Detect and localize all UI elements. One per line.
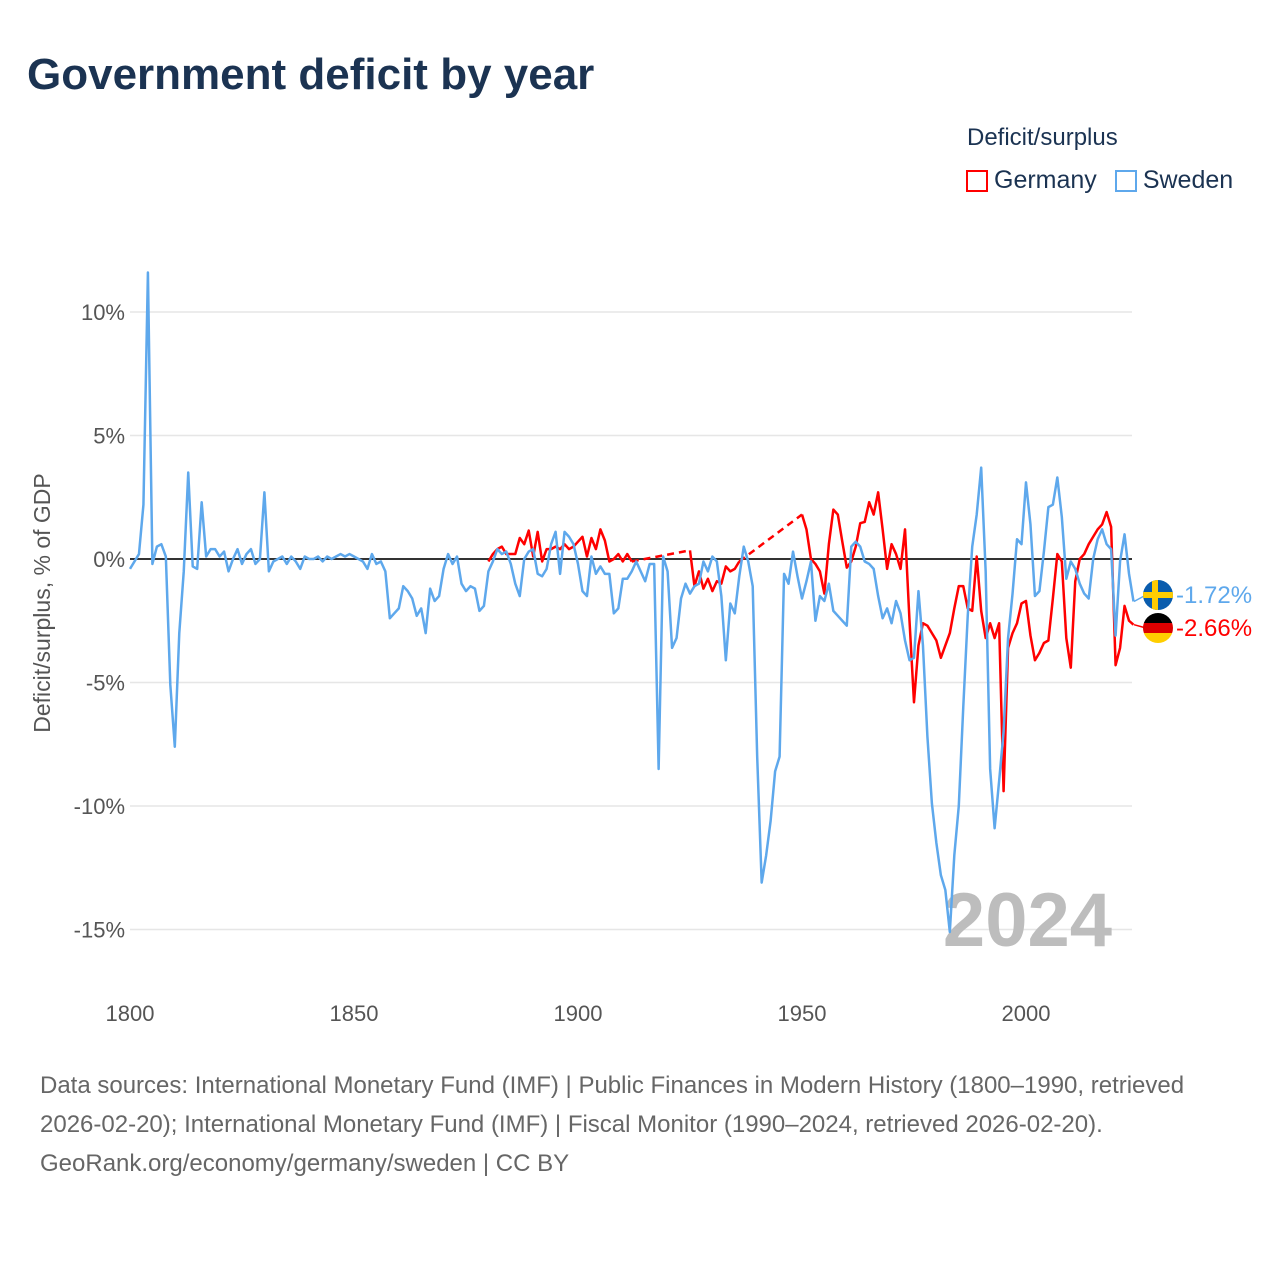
credit-link[interactable]: GeoRank.org/economy/germany/sweden | CC …	[40, 1150, 570, 1177]
y-axis-label: Deficit/surplus, % of GDP	[29, 473, 55, 732]
x-tick-label: 2000	[1002, 1001, 1051, 1026]
legend-item-germany[interactable]: Germany	[966, 166, 1097, 195]
series-line-germany	[800, 491, 1135, 793]
y-tick-label: -5%	[86, 671, 125, 696]
y-tick-label: 0%	[93, 547, 125, 572]
footer: Data sources: International Monetary Fun…	[40, 1066, 1240, 1183]
line-chart: 10% 5% 0% -5% -10% -15% 1800 1850 1900 1950 2000 2…	[29, 271, 1252, 1026]
flag-germany-icon	[1143, 613, 1173, 643]
y-tick-label: 5%	[93, 424, 125, 449]
y-tick-label: 10%	[81, 300, 125, 325]
chart-title: Government deficit by year	[27, 50, 595, 99]
y-tick-label: -10%	[74, 794, 125, 819]
x-tick-label: 1950	[778, 1001, 827, 1026]
legend-label-germany: Germany	[994, 166, 1097, 194]
legend-title: Deficit/surplus	[967, 124, 1118, 151]
x-tick-label: 1900	[554, 1001, 603, 1026]
watermark-year: 2024	[943, 878, 1112, 963]
x-tick-label: 1800	[106, 1001, 155, 1026]
series-gap-germany	[631, 549, 691, 563]
legend-item-sweden[interactable]: Sweden	[1114, 166, 1234, 195]
flag-sweden-icon	[1143, 580, 1173, 610]
legend-label-sweden: Sweden	[1142, 166, 1234, 194]
series-gap-germany	[738, 513, 803, 563]
legend-swatch-germany	[966, 169, 988, 192]
legend-swatch-sweden	[1114, 169, 1137, 192]
end-label-germany: -2.66%	[1176, 615, 1252, 642]
x-tick-label: 1850	[330, 1001, 379, 1026]
series-line-sweden	[128, 271, 1135, 934]
series-line-germany	[688, 550, 741, 593]
legend: Germany Sweden	[966, 166, 1233, 195]
y-tick-label: -15%	[74, 918, 125, 943]
end-label-sweden: -1.72%	[1176, 582, 1252, 609]
series-line-germany	[487, 528, 633, 563]
data-sources: Data sources: International Monetary Fun…	[40, 1072, 1185, 1138]
